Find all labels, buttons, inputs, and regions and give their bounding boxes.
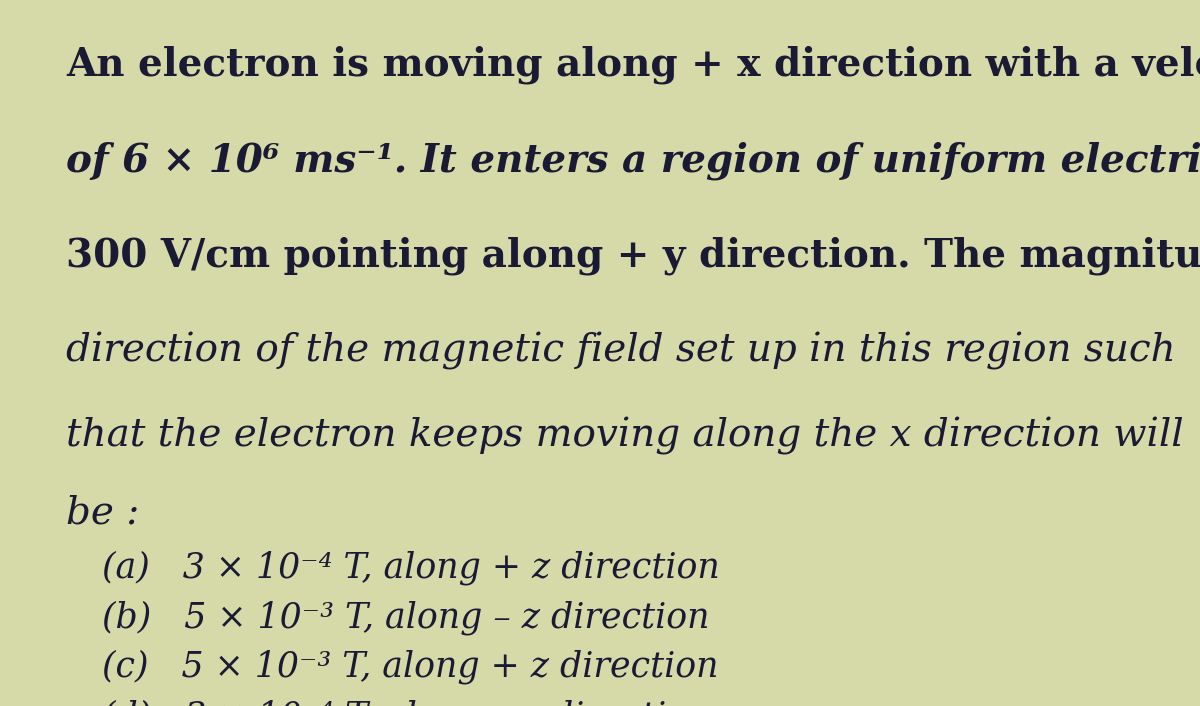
Text: that the electron keeps moving along the x direction will: that the electron keeps moving along the… [66, 417, 1183, 455]
Text: direction of the magnetic field set up in this region such: direction of the magnetic field set up i… [66, 332, 1176, 370]
Text: (d)   3 × 10⁻⁴ T, along – z direction: (d) 3 × 10⁻⁴ T, along – z direction [102, 699, 709, 706]
Text: of 6 × 10⁶ ms⁻¹. It enters a region of uniform electric field of: of 6 × 10⁶ ms⁻¹. It enters a region of u… [66, 141, 1200, 180]
Text: 300 V/cm pointing along + y direction. The magnitude and: 300 V/cm pointing along + y direction. T… [66, 237, 1200, 275]
Text: An electron is moving along + x direction with a velocity: An electron is moving along + x directio… [66, 46, 1200, 85]
Text: (a)   3 × 10⁻⁴ T, along + z direction: (a) 3 × 10⁻⁴ T, along + z direction [102, 551, 720, 585]
Text: (c)   5 × 10⁻³ T, along + z direction: (c) 5 × 10⁻³ T, along + z direction [102, 650, 719, 684]
Text: be :: be : [66, 494, 139, 531]
Text: (b)   5 × 10⁻³ T, along – z direction: (b) 5 × 10⁻³ T, along – z direction [102, 600, 709, 635]
